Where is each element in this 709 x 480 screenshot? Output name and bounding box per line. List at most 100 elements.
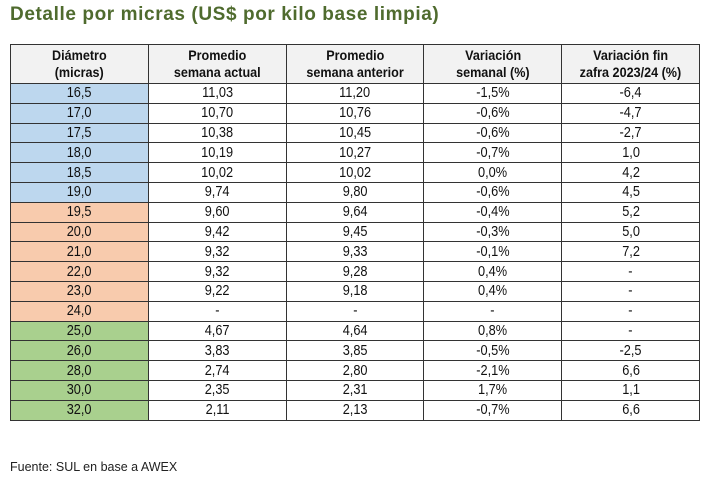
cell-season-variation: - xyxy=(561,280,700,302)
cell-value: 2,74 xyxy=(204,362,230,379)
cell-value: 20,0 xyxy=(66,223,92,240)
cell-value: 9,80 xyxy=(342,184,368,201)
cell-weekly-variation: -0,6% xyxy=(423,122,563,144)
cell-value: 1,7% xyxy=(478,382,508,399)
cell-value: 21,0 xyxy=(66,243,92,260)
cell-current-week-avg: 9,32 xyxy=(147,241,287,263)
table-row: 18,0 10,19 10,27 -0,7% 1,0 xyxy=(10,142,700,164)
cell-diameter: 20,0 xyxy=(10,221,149,243)
cell-value: 4,2 xyxy=(621,164,640,181)
table-row: 25,0 4,67 4,64 0,8% - xyxy=(10,320,700,342)
cell-value: - xyxy=(490,303,495,320)
cell-previous-week-avg: 9,45 xyxy=(285,221,425,243)
cell-value: 6,6 xyxy=(621,362,640,379)
cell-value: 0,4% xyxy=(478,283,508,300)
cell-value: 2,11 xyxy=(205,402,230,419)
cell-value: - xyxy=(352,303,358,320)
cell-season-variation: - xyxy=(561,320,700,342)
cell-weekly-variation: - xyxy=(423,300,563,322)
column-header-line: (micras) xyxy=(54,64,104,80)
cell-current-week-avg: 3,83 xyxy=(147,340,287,362)
cell-previous-week-avg: 2,13 xyxy=(285,399,425,421)
cell-diameter: 17,5 xyxy=(10,122,149,144)
table-row: 19,0 9,74 9,80 -0,6% 4,5 xyxy=(10,181,700,203)
cell-value: 18,0 xyxy=(66,144,92,161)
cell-season-variation: - xyxy=(561,261,700,282)
cell-diameter: 21,0 xyxy=(10,241,149,263)
cell-season-variation: -6,4 xyxy=(561,83,700,104)
cell-current-week-avg: 4,67 xyxy=(147,320,287,342)
cell-value: 1,0 xyxy=(621,144,640,161)
cell-value: -6,4 xyxy=(619,85,642,102)
cell-weekly-variation: 0,8% xyxy=(423,320,563,342)
column-header-line: Variación xyxy=(464,47,521,63)
cell-value: 10,27 xyxy=(339,144,371,161)
cell-value: 6,6 xyxy=(621,402,640,419)
cell-value: 10,19 xyxy=(201,144,234,161)
cell-weekly-variation: -0,6% xyxy=(423,181,563,203)
cell-season-variation: 1,0 xyxy=(561,142,700,164)
cell-season-variation: -2,5 xyxy=(561,340,700,362)
cell-value: -0,6% xyxy=(476,184,510,201)
cell-value: 1,1 xyxy=(621,382,640,399)
cell-weekly-variation: -0,6% xyxy=(423,102,563,124)
cell-weekly-variation: -0,5% xyxy=(423,340,563,362)
cell-value: 9,22 xyxy=(204,283,230,300)
cell-value: -0,6% xyxy=(476,124,510,141)
cell-current-week-avg: 9,42 xyxy=(147,221,287,243)
cell-previous-week-avg: - xyxy=(285,300,425,322)
cell-value: 19,0 xyxy=(66,184,92,201)
table-row: 16,5 11,03 11,20 -1,5% -6,4 xyxy=(10,83,700,104)
cell-previous-week-avg: 9,33 xyxy=(285,241,425,263)
cell-weekly-variation: -1,5% xyxy=(423,83,563,104)
cell-previous-week-avg: 10,02 xyxy=(285,162,425,183)
table-row: 23,0 9,22 9,18 0,4% - xyxy=(10,280,700,302)
cell-previous-week-avg: 10,76 xyxy=(285,102,425,124)
cell-value: 9,64 xyxy=(342,204,368,221)
cell-value: 26,0 xyxy=(66,342,92,359)
cell-value: 2,80 xyxy=(342,362,368,379)
cell-current-week-avg: 2,11 xyxy=(147,399,287,421)
table-header-row: Diámetro (micras) Promedio semana actual Pro… xyxy=(10,44,700,84)
cell-current-week-avg: - xyxy=(147,300,287,322)
table-row: 17,5 10,38 10,45 -0,6% -2,7 xyxy=(10,122,700,144)
column-header-diameter: Diámetro (micras) xyxy=(10,44,149,84)
cell-current-week-avg: 9,60 xyxy=(147,201,287,223)
cell-season-variation: 5,0 xyxy=(561,221,700,243)
cell-previous-week-avg: 9,80 xyxy=(285,181,425,203)
cell-season-variation: -2,7 xyxy=(561,122,700,144)
cell-value: 9,33 xyxy=(342,243,368,260)
cell-current-week-avg: 2,35 xyxy=(147,379,287,401)
source-note: Fuente: SUL en base a AWEX xyxy=(10,460,178,474)
cell-weekly-variation: -0,3% xyxy=(423,221,563,243)
cell-diameter: 19,5 xyxy=(10,201,149,223)
cell-value: -1,5% xyxy=(476,85,510,102)
table-row: 30,0 2,35 2,31 1,7% 1,1 xyxy=(10,379,700,401)
table-row: 21,0 9,32 9,33 -0,1% 7,2 xyxy=(10,241,700,263)
cell-value: 3,85 xyxy=(342,342,368,359)
column-header-previous-week-avg: Promedio semana anterior xyxy=(285,44,425,84)
cell-season-variation: 5,2 xyxy=(561,201,700,223)
cell-value: 18,5 xyxy=(66,164,92,181)
cell-previous-week-avg: 11,20 xyxy=(285,83,425,104)
cell-season-variation: - xyxy=(561,300,700,322)
column-header-line: Variación fin xyxy=(593,47,669,63)
cell-season-variation: 4,2 xyxy=(561,162,700,183)
cell-value: 10,45 xyxy=(339,124,371,141)
cell-current-week-avg: 9,32 xyxy=(147,261,287,282)
table-row: 22,0 9,32 9,28 0,4% - xyxy=(10,261,700,282)
cell-value: 9,74 xyxy=(204,184,230,201)
cell-value: 4,64 xyxy=(342,322,368,339)
cell-diameter: 18,0 xyxy=(10,142,149,164)
cell-value: -2,1% xyxy=(476,362,510,379)
cell-value: -0,4% xyxy=(476,204,510,221)
cell-value: 5,0 xyxy=(621,223,640,240)
cell-value: 19,5 xyxy=(66,204,92,221)
cell-weekly-variation: -2,1% xyxy=(423,360,563,381)
cell-value: 10,38 xyxy=(201,124,234,141)
column-header-current-week-avg: Promedio semana actual xyxy=(147,44,287,84)
cell-value: 10,02 xyxy=(201,164,234,181)
cell-current-week-avg: 11,03 xyxy=(147,83,287,104)
cell-value: 9,60 xyxy=(204,204,230,221)
cell-value: 7,2 xyxy=(621,243,640,260)
